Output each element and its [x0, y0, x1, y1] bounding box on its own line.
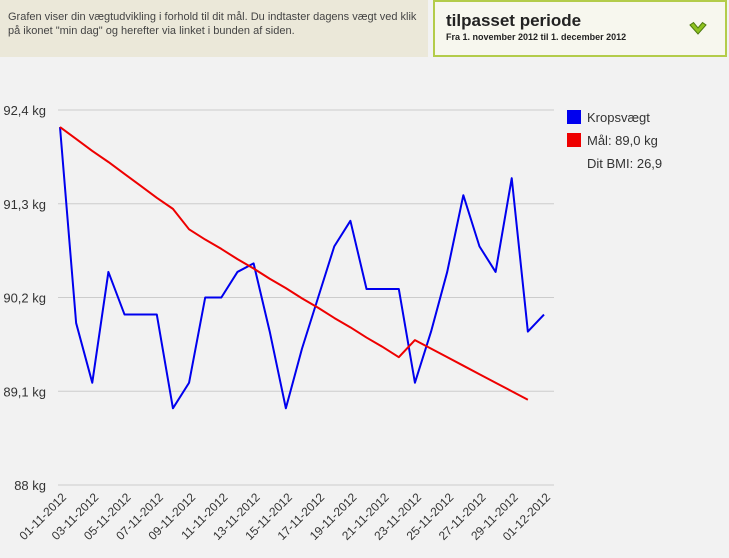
legend-bmi: Dit BMI: 26,9: [587, 156, 662, 171]
x-axis-ticks: 01-11-201203-11-201205-11-201207-11-2012…: [16, 490, 553, 544]
chevron-down-icon[interactable]: [688, 18, 708, 38]
y-axis-ticks: 92,4 kg 91,3 kg 90,2 kg 89,1 kg 88 kg: [3, 103, 46, 493]
period-selector[interactable]: tilpasset periode Fra 1. november 2012 t…: [433, 0, 727, 57]
period-title: tilpasset periode: [446, 11, 582, 30]
legend-swatch-weight: [567, 110, 581, 124]
y-tick-label: 89,1 kg: [3, 384, 46, 399]
y-tick-label: 90,2 kg: [3, 291, 46, 306]
legend-label-weight: Kropsvægt: [587, 110, 650, 125]
grid-lines: [58, 109, 554, 486]
series-line-weight: [59, 126, 545, 410]
info-box: Grafen viser din vægtudvikling i forhold…: [0, 0, 428, 57]
info-text: Grafen viser din vægtudvikling i forhold…: [8, 11, 417, 37]
period-range: Fra 1. november 2012 til 1. december 201…: [446, 32, 627, 42]
legend: Kropsvægt Mål: 89,0 kg Dit BMI: 26,9: [567, 110, 662, 171]
weight-chart: 92,4 kg 91,3 kg 90,2 kg 89,1 kg 88 kg 01-11-…: [3, 103, 662, 544]
series-lines: [59, 126, 545, 410]
legend-label-goal: Mål: 89,0 kg: [587, 133, 658, 148]
y-tick-label: 88 kg: [14, 478, 46, 493]
y-tick-label: 91,3 kg: [3, 197, 46, 212]
y-tick-label: 92,4 kg: [3, 103, 46, 118]
series-line-goal: [59, 126, 529, 401]
legend-swatch-goal: [567, 133, 581, 147]
